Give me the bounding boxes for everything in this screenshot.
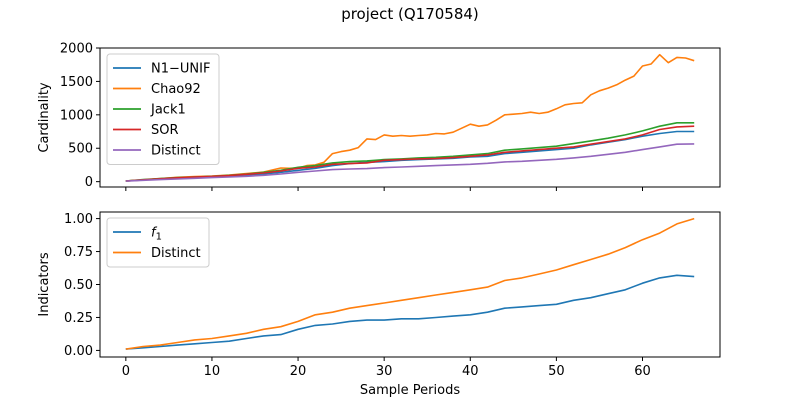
y-tick-label: 500 (68, 142, 93, 157)
x-tick-label: 0 (122, 364, 130, 379)
legend: f1 Distinct (106, 217, 210, 268)
x-tick-label: 50 (548, 364, 565, 379)
series-line-f1 (125, 274, 695, 350)
legend-label-distinct: Distinct (151, 246, 201, 261)
series-line-chao92 (125, 53, 695, 182)
x-tick-label: 60 (634, 364, 651, 379)
y-tick-label: 1000 (60, 108, 93, 123)
y-axis-label: Cardinality (37, 82, 52, 153)
series-line-distinct (125, 217, 695, 350)
series-line-distinct (125, 143, 695, 182)
x-tick-label: 10 (204, 364, 221, 379)
legend-box (106, 217, 210, 268)
y-tick-label: 0.00 (64, 344, 93, 359)
chart-title: project (Q170584) (341, 5, 479, 23)
y-tick-label: 1500 (60, 75, 93, 90)
axes-frame (99, 47, 721, 188)
legend-label-n1-unif: N1−UNIF (151, 62, 210, 77)
legend: N1−UNIF Chao92 Jack1 SOR Distinct (106, 53, 220, 165)
y-tick-label: 1.00 (64, 212, 93, 227)
y-tick-label: 0 (85, 175, 93, 190)
x-tick-label: 40 (462, 364, 479, 379)
series-line-sor (125, 125, 695, 182)
x-axis-label: Sample Periods (360, 383, 460, 398)
y-axis-label: Indicators (37, 252, 52, 316)
legend-label-sor: SOR (151, 123, 179, 138)
indicators-plot: 0.00 0.25 0.50 0.75 1.00 0 10 20 30 40 50 60 Indicat… (37, 211, 721, 398)
y-tick-label: 0.75 (64, 245, 93, 260)
y-tick-label: 2000 (60, 42, 93, 57)
cardinality-plot: 0 500 1000 1500 2000 Cardinality N1−UNIF Chao92… (37, 42, 721, 191)
legend-label-distinct: Distinct (151, 144, 201, 159)
legend-label-f1: f1 (151, 226, 162, 243)
legend-label-jack1: Jack1 (150, 103, 186, 118)
y-tick-label: 0.25 (64, 311, 93, 326)
legend-label-chao92: Chao92 (151, 82, 201, 97)
x-tick-label: 20 (290, 364, 307, 379)
x-tick-label: 30 (376, 364, 393, 379)
legend-box (106, 53, 220, 165)
y-tick-label: 0.50 (64, 278, 93, 293)
